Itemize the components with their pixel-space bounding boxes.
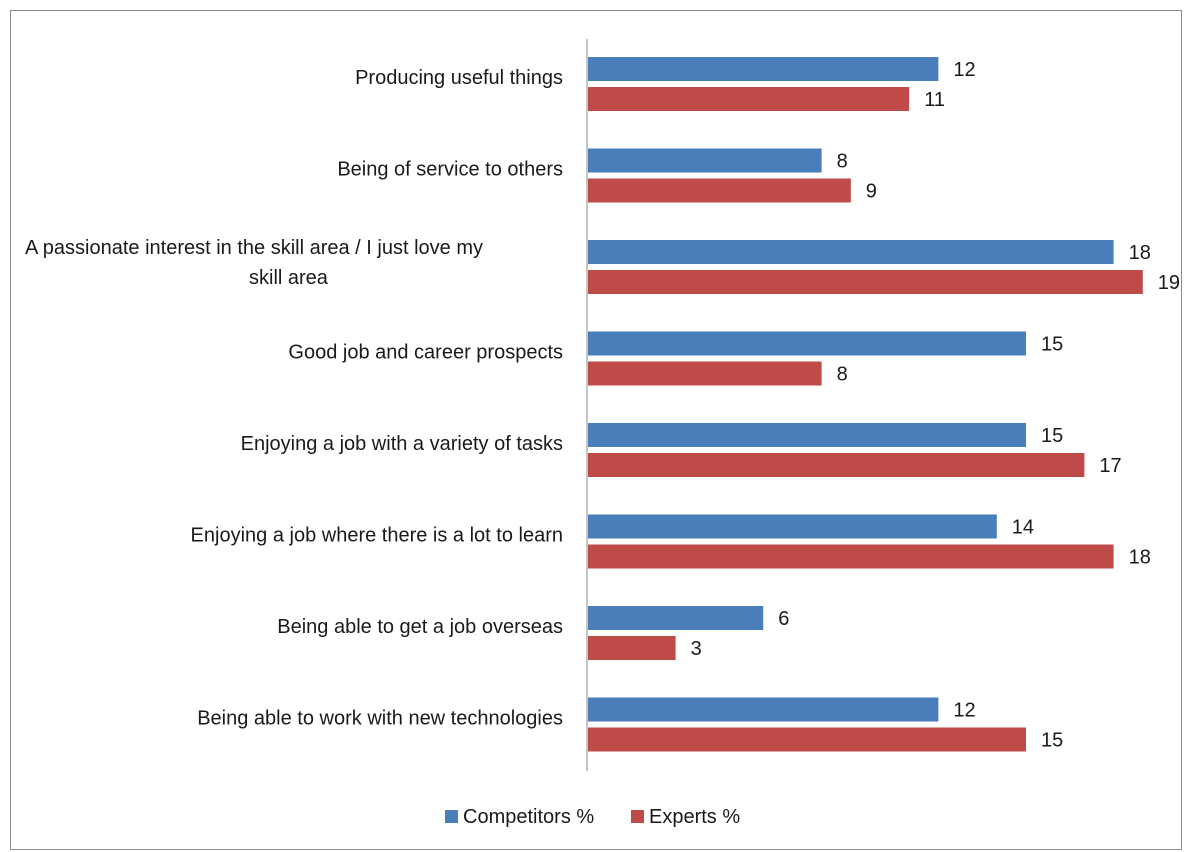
category-label-line: Good job and career prospects [288,342,563,364]
bar-experts [588,178,851,203]
data-label: 12 [953,59,975,81]
bar-competitors [588,514,997,539]
category-label-line: Enjoying a job with a variety of tasks [241,433,563,455]
legend-swatch-competitors [445,810,458,823]
bar-competitors [588,57,939,81]
bar-competitors [588,148,822,173]
data-label: 15 [1041,730,1063,752]
bar-competitors [588,697,939,722]
category-label-line: Being able to get a job overseas [277,616,563,638]
bar-experts [588,87,910,111]
bar-experts [588,636,676,660]
category-label: Producing useful things [355,67,563,89]
category-label-line: Being able to work with new technologies [197,708,563,730]
data-label: 11 [924,89,945,111]
data-label: 3 [691,638,702,660]
bar-experts [588,270,1143,294]
bar-competitors [588,606,764,630]
category-label-line: Enjoying a job where there is a lot to l… [191,525,563,547]
category-label: Enjoying a job where there is a lot to l… [191,525,563,547]
legend-label-experts: Experts % [649,806,740,828]
bar-competitors [588,240,1114,264]
bar-experts [588,727,1026,752]
bar-experts [588,544,1114,569]
bar-competitors [588,331,1026,356]
bar-competitors [588,423,1026,447]
bar-chart: Producing useful things Being of service … [25,39,1180,828]
category-label: Being able to get a job overseas [277,616,563,638]
category-label-line: Being of service to others [337,159,563,181]
data-label: 12 [953,700,975,722]
chart-frame: Producing useful things Being of service … [10,10,1182,850]
category-label: Being able to work with new technologies [197,708,563,730]
data-label: 18 [1129,242,1151,264]
data-label: 15 [1041,334,1063,356]
data-label: 9 [866,181,877,203]
bar-experts [588,361,822,386]
legend-label-competitors: Competitors % [463,806,594,828]
legend-swatch-experts [631,810,644,823]
data-label: 8 [837,151,848,173]
data-label: 6 [778,608,789,630]
data-label: 19 [1158,272,1180,294]
category-label: Good job and career prospects [288,342,563,364]
category-label: Enjoying a job with a variety of tasks [241,433,563,455]
category-label-line: Producing useful things [355,67,563,89]
category-label: A passionate interest in the skill area … [25,237,483,289]
category-label-line: A passionate interest in the skill area … [25,237,483,259]
category-label-line: skill area [249,267,329,289]
data-label: 14 [1012,517,1034,539]
bar-experts [588,453,1085,477]
data-label: 17 [1099,455,1121,477]
data-label: 8 [837,364,848,386]
category-label: Being of service to others [337,159,563,181]
data-label: 18 [1129,547,1151,569]
data-label: 15 [1041,425,1063,447]
